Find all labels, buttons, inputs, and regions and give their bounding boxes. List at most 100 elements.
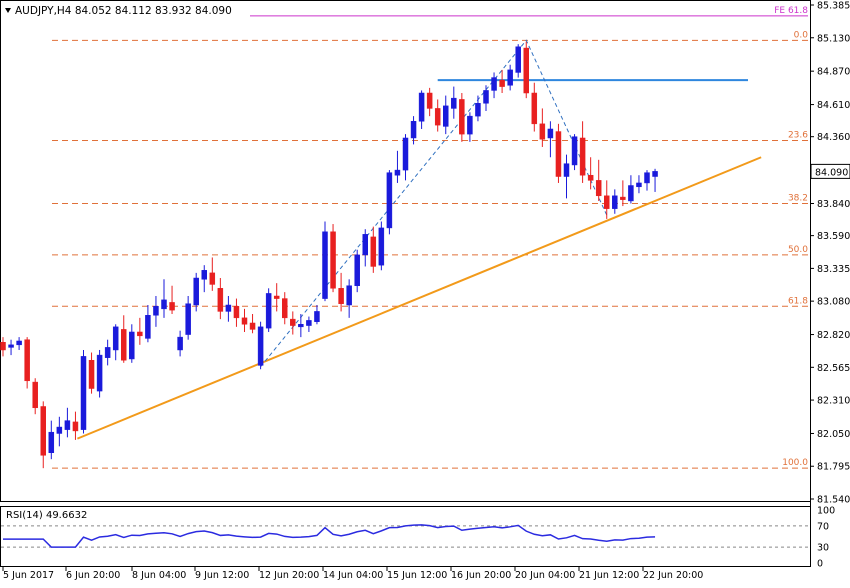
candle-bear[interactable]: [282, 298, 288, 319]
candle-bull[interactable]: [354, 254, 360, 286]
candle-bull[interactable]: [16, 340, 22, 346]
candle-bear[interactable]: [40, 406, 46, 456]
fib-level-label: 61.8: [788, 296, 808, 306]
candle-bull[interactable]: [386, 172, 393, 229]
candle-bear[interactable]: [604, 195, 610, 209]
candle-bull[interactable]: [306, 320, 312, 326]
candle-bear[interactable]: [587, 174, 594, 181]
candle-bull[interactable]: [571, 136, 578, 166]
candle-bull[interactable]: [145, 315, 151, 339]
candle-bull[interactable]: [612, 195, 618, 209]
candle-bull[interactable]: [628, 185, 634, 202]
candle-bull[interactable]: [443, 105, 449, 127]
candle-bull[interactable]: [64, 420, 71, 430]
candle-bull[interactable]: [298, 324, 304, 328]
candle-bear[interactable]: [72, 421, 79, 432]
rsi-label: RSI(14) 49.6632: [6, 510, 87, 521]
candle-bull[interactable]: [265, 293, 272, 329]
candle-bear[interactable]: [370, 236, 377, 267]
candle-bull[interactable]: [225, 304, 232, 312]
candle-bear[interactable]: [169, 302, 175, 311]
candle-bear[interactable]: [0, 342, 6, 351]
candle-bear[interactable]: [24, 339, 30, 382]
candle-bull[interactable]: [378, 227, 385, 266]
candle-bull[interactable]: [507, 69, 513, 86]
candle-bear[interactable]: [459, 99, 465, 135]
time-tick-label: 8 Jun 04:00: [132, 570, 186, 581]
candle-bull[interactable]: [563, 163, 570, 177]
candle-bull[interactable]: [96, 354, 103, 392]
candle-bull[interactable]: [410, 121, 417, 139]
time-tick-label: 12 Jun 20:00: [259, 570, 319, 581]
candle-bull[interactable]: [177, 336, 183, 351]
candle-bear[interactable]: [209, 272, 216, 285]
candle-bull[interactable]: [185, 303, 191, 335]
candle-bear[interactable]: [290, 318, 296, 326]
candle-bear[interactable]: [217, 288, 224, 312]
candle-bear[interactable]: [137, 331, 143, 337]
candle-bull[interactable]: [362, 234, 368, 256]
collapse-triangle-icon[interactable]: [5, 8, 11, 13]
candle-bull[interactable]: [652, 171, 658, 177]
candle-bear[interactable]: [434, 108, 441, 126]
candle-bull[interactable]: [322, 231, 328, 299]
fib-level-label: 38.2: [788, 193, 808, 203]
rsi-tick-label: 0: [817, 559, 823, 570]
candle-bull[interactable]: [483, 90, 489, 104]
candle-bear[interactable]: [595, 180, 602, 197]
price-tick-label: 83.590: [817, 231, 850, 242]
candle-bull[interactable]: [515, 46, 521, 73]
candle-bull[interactable]: [129, 331, 135, 360]
candle-bear[interactable]: [426, 92, 433, 109]
candle-bear[interactable]: [499, 79, 505, 87]
candle-bull[interactable]: [112, 326, 119, 351]
candle-bull[interactable]: [418, 92, 425, 122]
price-tick-label: 82.310: [817, 396, 850, 407]
candle-bull[interactable]: [104, 347, 111, 358]
candle-bear[interactable]: [121, 329, 127, 361]
candle-bull[interactable]: [257, 326, 264, 366]
candle-bull[interactable]: [314, 311, 320, 322]
candle-bear[interactable]: [88, 359, 95, 389]
candle-bull[interactable]: [467, 115, 473, 135]
time-tick-label: 21 Jun 12:00: [579, 570, 639, 581]
candle-bull[interactable]: [547, 128, 554, 139]
candle-bear[interactable]: [555, 131, 562, 177]
candle-bull[interactable]: [56, 426, 63, 434]
candle-bear[interactable]: [338, 288, 344, 304]
candle-bull[interactable]: [644, 172, 650, 184]
price-tick-label: 83.080: [817, 297, 850, 308]
candle-bear[interactable]: [249, 322, 256, 330]
support-trendline[interactable]: [77, 156, 762, 440]
rsi-line[interactable]: [3, 524, 656, 548]
candle-bear[interactable]: [579, 137, 586, 176]
candle-bull[interactable]: [636, 182, 642, 188]
candle-bear[interactable]: [241, 317, 248, 325]
candle-bear[interactable]: [620, 196, 626, 200]
candle-bull[interactable]: [451, 97, 457, 109]
price-tick-label: 81.540: [817, 495, 850, 506]
candle-bull[interactable]: [80, 356, 87, 430]
candle-bull[interactable]: [161, 299, 167, 310]
candle-bull[interactable]: [193, 277, 199, 306]
candle-bull[interactable]: [48, 431, 55, 453]
candle-bear[interactable]: [330, 231, 336, 289]
candle-bear[interactable]: [539, 123, 546, 140]
candle-bear[interactable]: [233, 306, 240, 319]
candle-bull[interactable]: [475, 103, 481, 117]
candle-bull[interactable]: [346, 285, 352, 306]
time-tick-label: 20 Jun 04:00: [515, 570, 575, 581]
candle-bull[interactable]: [394, 169, 401, 176]
candle-bear[interactable]: [32, 381, 38, 409]
time-tick-label: 5 Jun 2017: [3, 570, 54, 581]
candle-bear[interactable]: [273, 295, 280, 299]
candle-bull[interactable]: [491, 77, 497, 91]
candle-bull[interactable]: [201, 270, 207, 280]
candle-bull[interactable]: [153, 306, 159, 316]
candle-bear[interactable]: [531, 92, 538, 125]
candle-bull[interactable]: [402, 137, 409, 171]
candle-bear[interactable]: [523, 47, 529, 94]
candle-bull[interactable]: [8, 344, 14, 348]
